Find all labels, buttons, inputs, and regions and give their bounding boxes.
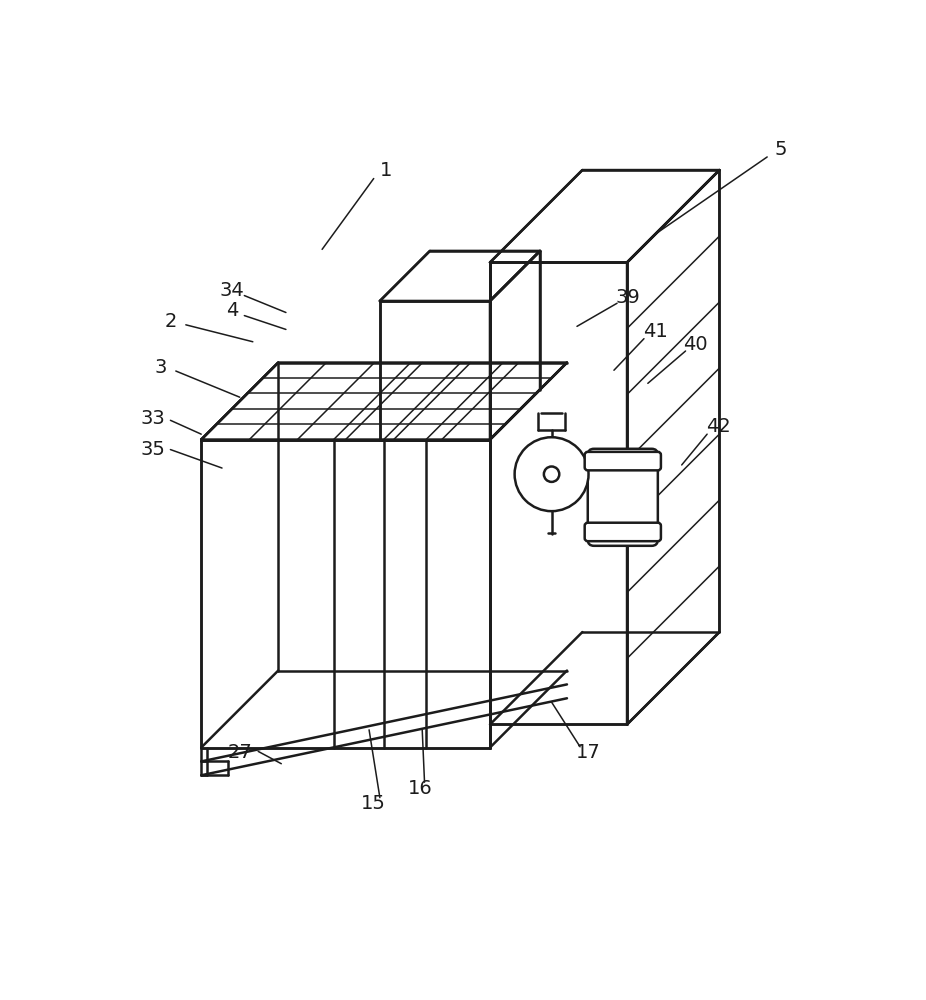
Text: 41: 41 (644, 322, 668, 341)
Text: 2: 2 (164, 312, 177, 331)
Polygon shape (627, 170, 720, 724)
Polygon shape (490, 170, 720, 262)
Text: 1: 1 (380, 161, 393, 180)
Text: 15: 15 (361, 794, 386, 813)
FancyBboxPatch shape (588, 449, 657, 546)
Polygon shape (201, 363, 567, 440)
Ellipse shape (544, 466, 559, 482)
Polygon shape (490, 262, 627, 724)
Text: 40: 40 (683, 335, 707, 354)
Polygon shape (380, 301, 490, 440)
Text: 27: 27 (228, 743, 252, 762)
Text: 33: 33 (141, 409, 165, 428)
Text: 5: 5 (774, 140, 786, 159)
Text: 39: 39 (616, 288, 640, 307)
Polygon shape (380, 251, 540, 301)
FancyBboxPatch shape (584, 523, 661, 541)
FancyBboxPatch shape (584, 452, 661, 470)
Polygon shape (201, 440, 490, 748)
Text: 17: 17 (575, 743, 600, 762)
Text: 35: 35 (140, 440, 165, 459)
Ellipse shape (515, 437, 589, 511)
Polygon shape (490, 251, 540, 440)
Text: 4: 4 (226, 301, 238, 320)
Text: 16: 16 (407, 779, 432, 798)
Text: 34: 34 (219, 281, 244, 300)
Text: 3: 3 (155, 358, 167, 377)
Text: 42: 42 (707, 417, 731, 436)
